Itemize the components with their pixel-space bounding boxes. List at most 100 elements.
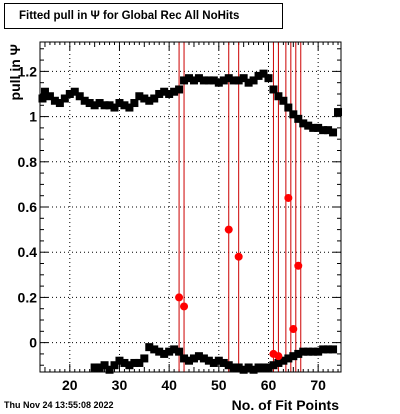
data-point-lower [229, 363, 238, 372]
data-point-lower [180, 354, 189, 363]
data-point-upper [289, 110, 298, 119]
x-tick-label: 20 [62, 377, 78, 393]
data-point-upper [40, 87, 49, 96]
data-point-upper [135, 92, 144, 101]
data-point-upper [55, 99, 64, 108]
data-point-lower [274, 358, 283, 367]
data-point-lower [95, 363, 104, 372]
data-point-outliers [175, 293, 184, 302]
x-tick-label: 50 [211, 377, 227, 393]
data-point-lower [294, 349, 303, 358]
data-point-lower [244, 363, 253, 372]
data-point-upper [75, 92, 84, 101]
data-point-lower [259, 363, 268, 372]
data-point-lower [90, 363, 99, 372]
x-tick-label: 70 [310, 377, 326, 393]
data-point-lower [165, 347, 174, 356]
data-point-upper [334, 108, 343, 117]
data-point-lower [115, 356, 124, 365]
data-point-lower [125, 361, 134, 370]
data-point-outliers [294, 261, 303, 270]
data-point-upper [38, 94, 47, 103]
data-point-upper [249, 76, 258, 85]
data-point-upper [50, 96, 59, 105]
data-point-upper [324, 126, 333, 135]
data-point-upper [145, 96, 154, 105]
data-point-lower [319, 345, 328, 354]
data-point-upper [70, 87, 79, 96]
data-point-upper [219, 76, 228, 85]
data-point-lower [254, 363, 263, 372]
x-tick-label: 30 [112, 377, 128, 393]
data-point-upper [85, 99, 94, 108]
data-point-upper [239, 74, 248, 83]
data-point-lower [214, 356, 223, 365]
data-point-lower [189, 354, 198, 363]
data-point-upper [80, 96, 89, 105]
data-point-upper [314, 123, 323, 132]
data-point-upper [155, 89, 164, 98]
data-point-lower [135, 358, 144, 367]
data-point-lower [309, 347, 318, 356]
data-point-lower [100, 361, 109, 370]
data-point-upper [90, 101, 99, 110]
data-point-upper [100, 101, 109, 110]
data-point-upper [115, 99, 124, 108]
data-point-outliers [284, 193, 293, 202]
data-point-upper [150, 94, 159, 103]
y-tick-label: 0.8 [18, 154, 38, 170]
data-point-outliers [180, 302, 189, 311]
data-point-upper [254, 71, 263, 80]
x-tick-label: 60 [261, 377, 277, 393]
y-tick-label: 0.2 [18, 289, 38, 305]
data-point-upper [180, 76, 189, 85]
data-point-lower [155, 347, 164, 356]
data-point-upper [209, 76, 218, 85]
data-point-lower [304, 347, 313, 356]
data-point-upper [130, 99, 139, 108]
y-tick-label: 1.2 [18, 63, 38, 79]
data-point-outliers [274, 352, 283, 361]
data-point-upper [110, 103, 119, 112]
data-point-lower [249, 365, 258, 374]
data-point-upper [185, 74, 194, 83]
data-point-lower [110, 361, 119, 370]
data-point-lower [120, 358, 129, 367]
data-point-upper [299, 119, 308, 128]
data-point-lower [224, 361, 233, 370]
data-point-upper [140, 94, 149, 103]
data-point-upper [259, 69, 268, 78]
chart-title: Fitted pull in Ψ for Global Rec All NoHi… [19, 10, 240, 22]
data-point-outliers [289, 325, 298, 334]
y-axis-title: pull in Ψ [7, 44, 23, 100]
data-point-upper [160, 87, 169, 96]
data-point-upper [170, 87, 179, 96]
y-tick-label: 1 [29, 109, 37, 125]
data-point-lower [234, 363, 243, 372]
x-tick-label: 40 [161, 377, 177, 393]
data-point-upper [199, 76, 208, 85]
data-point-upper [45, 92, 54, 101]
data-point-lower [199, 354, 208, 363]
plot-frame [39, 41, 342, 373]
data-point-lower [324, 345, 333, 354]
data-point-lower [185, 356, 194, 365]
data-point-upper [60, 94, 69, 103]
data-point-outliers [224, 225, 233, 234]
data-point-upper [279, 96, 288, 105]
data-point-upper [224, 74, 233, 83]
data-point-lower [150, 345, 159, 354]
y-tick-label: 0 [29, 335, 37, 351]
data-point-upper [189, 76, 198, 85]
data-point-lower [219, 358, 228, 367]
data-point-upper [309, 123, 318, 132]
y-tick-label: 0.4 [18, 244, 38, 260]
data-point-upper [165, 89, 174, 98]
title-box: Fitted pull in Ψ for Global Rec All NoHi… [4, 3, 283, 29]
data-point-upper [284, 103, 293, 112]
data-point-upper [274, 92, 283, 101]
data-point-lower [239, 365, 248, 374]
data-point-upper [120, 101, 129, 110]
